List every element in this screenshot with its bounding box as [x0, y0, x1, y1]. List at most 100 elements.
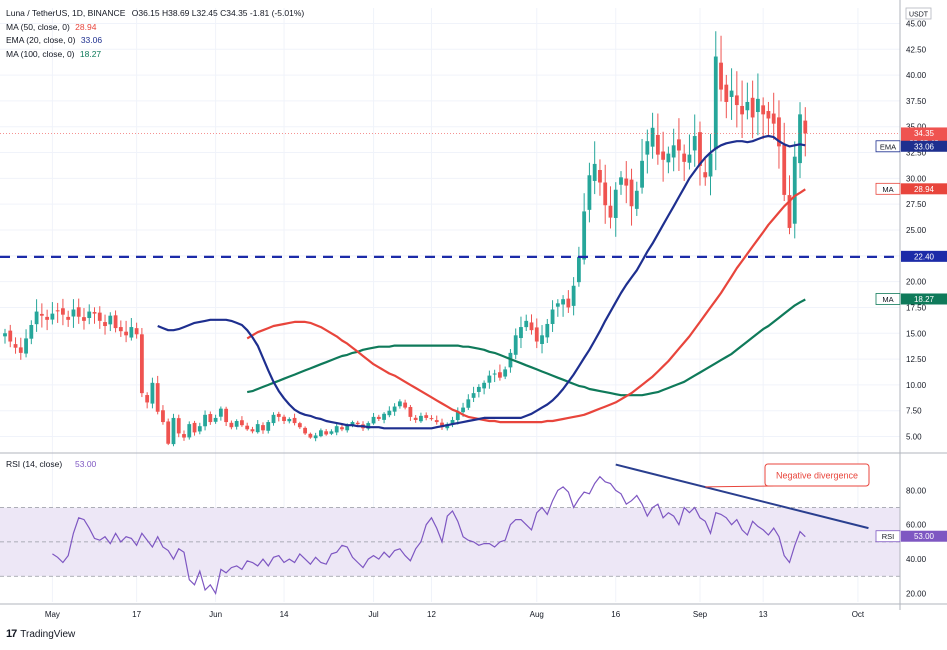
- candle-body: [429, 418, 434, 420]
- candle-body: [387, 410, 392, 416]
- candle-body: [55, 310, 60, 312]
- currency-label: USDT: [909, 12, 929, 19]
- time-tick-label: 17: [132, 610, 141, 619]
- candle-body: [397, 401, 402, 407]
- candle-body: [303, 427, 308, 434]
- candle-body: [498, 372, 502, 378]
- rsi-axis-tag-value: 53.00: [914, 532, 935, 541]
- ema20-line: [157, 134, 806, 430]
- candle-body: [782, 144, 787, 195]
- rsi-legend-value: 53.00: [75, 459, 97, 469]
- candle-body: [218, 408, 223, 417]
- candle-body: [82, 317, 86, 321]
- candle-body: [582, 211, 587, 260]
- candle-body: [608, 205, 613, 218]
- candle-body: [250, 429, 255, 432]
- ma100-legend[interactable]: MA (100, close, 0) 18.27: [6, 48, 304, 62]
- price-tick-label: 42.50: [906, 45, 927, 54]
- candle-body: [87, 311, 92, 319]
- candle-body: [224, 408, 229, 423]
- price-tick-label: 35.00: [906, 123, 927, 132]
- tradingview-logo[interactable]: 17 TradingView: [6, 628, 75, 640]
- candle-body: [71, 309, 76, 317]
- candle-body: [319, 430, 323, 437]
- candle-body: [234, 421, 239, 427]
- indicator-tag: [875, 293, 901, 305]
- price-tick-label: 32.50: [906, 149, 927, 158]
- candle-body: [592, 163, 597, 181]
- indicator-tag-label: EMA: [880, 142, 896, 151]
- price-axis-tag: [901, 293, 947, 305]
- rsi-tick-label: 20.00: [906, 589, 927, 598]
- candle-body: [371, 416, 376, 424]
- candle-body: [39, 313, 44, 316]
- candle-body: [324, 431, 329, 435]
- price-tick-label: 30.00: [906, 174, 927, 183]
- rsi-legend-label: RSI (14, close): [6, 459, 62, 469]
- ema20-legend[interactable]: EMA (20, close, 0) 33.06: [6, 34, 304, 48]
- candle-body: [650, 127, 655, 147]
- candle-body: [645, 141, 650, 155]
- symbol-row: Luna / TetherUS, 1D, BINANCE O36.15 H38.…: [6, 7, 304, 21]
- candle-body: [792, 156, 797, 224]
- annotation-box: [764, 463, 870, 487]
- rsi-axis-tag: [901, 530, 947, 542]
- candle-body: [624, 178, 629, 186]
- rsi-line: [52, 475, 806, 595]
- divergence-trendline: [615, 463, 869, 530]
- candle-body: [155, 383, 160, 412]
- candle-body: [3, 333, 7, 337]
- indicator-tag: [875, 140, 901, 153]
- candle-body: [529, 322, 534, 331]
- candle-body: [576, 256, 581, 283]
- price-axis-tag-value: 22.40: [914, 252, 935, 261]
- candle-body: [334, 426, 339, 433]
- time-tick-label: Sep: [693, 610, 708, 619]
- candle-body: [713, 56, 718, 150]
- candle-body: [408, 406, 413, 417]
- ma100-line: [246, 298, 806, 397]
- candle-body: [598, 169, 602, 183]
- ohlc-values: O36.15 H38.69 L32.45 C34.35 -1.81 (-5.01…: [131, 8, 305, 18]
- price-tick-label: 17.50: [906, 303, 927, 312]
- candle-body: [8, 330, 13, 342]
- time-tick-label: Jun: [209, 610, 222, 619]
- candle-body: [755, 98, 760, 113]
- candle-body: [766, 111, 771, 119]
- candle-body: [687, 154, 692, 163]
- candle-body: [524, 320, 529, 328]
- rsi-indicator-tag: [875, 530, 901, 543]
- candle-body: [176, 418, 181, 434]
- time-tick-label: Jul: [368, 610, 378, 619]
- candle-body: [555, 303, 560, 307]
- price-tick-label: 15.00: [906, 329, 927, 338]
- candle-body: [266, 422, 271, 431]
- candle-body: [724, 84, 729, 102]
- time-tick-label: 13: [759, 610, 768, 619]
- candle-body: [18, 347, 23, 353]
- candle-body: [545, 323, 550, 338]
- candle-body: [340, 427, 344, 430]
- candle-body: [413, 417, 418, 420]
- candle-body: [150, 382, 155, 404]
- currency-tag: [905, 7, 932, 20]
- indicator-tag: [875, 182, 901, 195]
- candle-body: [729, 90, 734, 97]
- time-tick-label: May: [45, 610, 60, 619]
- ma50-legend[interactable]: MA (50, close, 0) 28.94: [6, 21, 304, 35]
- candle-body: [471, 393, 476, 398]
- candle-body: [492, 373, 497, 375]
- candle-body: [297, 423, 302, 428]
- candle-body: [97, 312, 102, 321]
- candle-body: [440, 422, 444, 428]
- candle-body: [482, 382, 487, 389]
- candle-body: [513, 335, 518, 355]
- candle-body: [434, 420, 439, 423]
- candle-body: [671, 145, 676, 158]
- candle-body: [92, 312, 97, 314]
- ma100-label: MA (100, close, 0): [6, 48, 75, 59]
- candle-body: [129, 327, 134, 338]
- ma50-value: 28.94: [75, 21, 97, 32]
- candle-body: [113, 315, 118, 329]
